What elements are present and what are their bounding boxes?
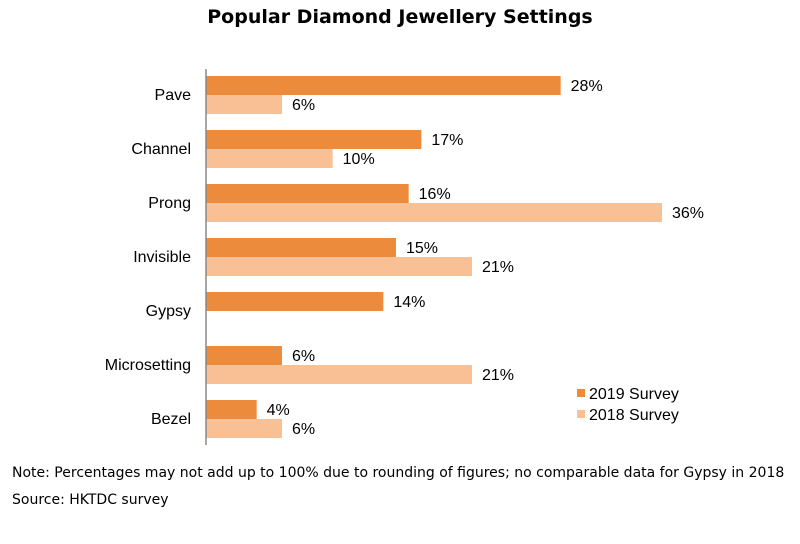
data-label: 36%: [672, 205, 704, 222]
bar-2018: [206, 149, 333, 168]
chart-title: Popular Diamond Jewellery Settings: [207, 6, 593, 28]
data-label: 15%: [406, 240, 438, 257]
notes: Note: Percentages may not add up to 100%…: [12, 460, 792, 514]
data-label: 6%: [292, 97, 315, 114]
legend-label: 2019 Survey: [589, 386, 679, 403]
category-label: Prong: [148, 195, 191, 212]
bar-2019: [206, 400, 257, 419]
bar-2019: [206, 292, 384, 311]
data-label: 21%: [482, 367, 514, 384]
category-label: Channel: [131, 141, 191, 158]
bar-2018: [206, 95, 282, 114]
legend-swatch: [577, 410, 585, 418]
category-label: Microsetting: [105, 357, 191, 374]
bar-2018: [206, 257, 472, 276]
data-label: 6%: [292, 348, 315, 365]
bar-2019: [206, 76, 561, 95]
data-label: 28%: [571, 78, 603, 95]
category-label: Gypsy: [146, 303, 191, 320]
bar-2019: [206, 130, 422, 149]
data-label: 21%: [482, 259, 514, 276]
legend-label: 2018 Survey: [589, 407, 679, 424]
bar-2018: [206, 203, 662, 222]
category-label: Bezel: [151, 411, 191, 428]
data-label: 4%: [267, 402, 290, 419]
bar-2019: [206, 346, 282, 365]
source-note: Source: HKTDC survey: [12, 492, 169, 508]
legend-swatch: [577, 389, 585, 397]
legend: 2019 Survey 2018 Survey: [577, 386, 679, 424]
data-label: 10%: [343, 151, 375, 168]
bar-2019: [206, 184, 409, 203]
data-label: 6%: [292, 421, 315, 438]
bar-2018: [206, 365, 472, 384]
data-label: 14%: [393, 294, 425, 311]
category-label: Pave: [155, 87, 192, 104]
category-label: Invisible: [133, 249, 191, 266]
data-label: 16%: [419, 186, 451, 203]
footnote: Note: Percentages may not add up to 100%…: [12, 465, 785, 481]
bar-2019: [206, 238, 396, 257]
bar-2018: [206, 419, 282, 438]
data-label: 17%: [431, 132, 463, 149]
